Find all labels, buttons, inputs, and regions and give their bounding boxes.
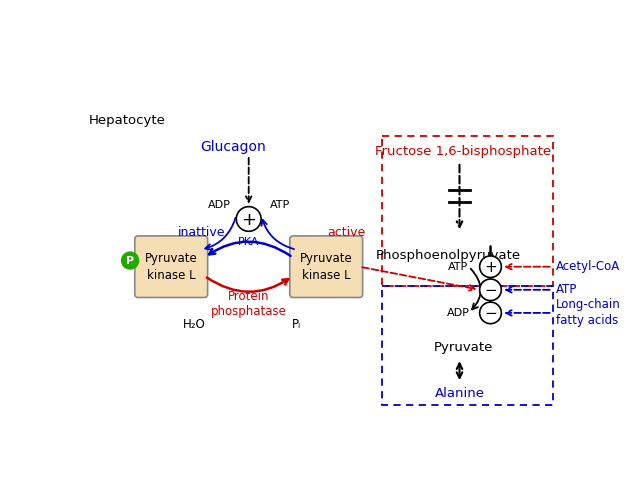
Text: Phosphoenolpyruvate: Phosphoenolpyruvate — [375, 248, 521, 262]
Text: Alanine: Alanine — [434, 387, 484, 400]
Text: Protein
phosphatase: Protein phosphatase — [211, 290, 286, 318]
Text: Acetyl-CoA: Acetyl-CoA — [556, 260, 620, 273]
Text: Fructose 1,6-bisphosphate: Fructose 1,6-bisphosphate — [375, 145, 551, 158]
Text: ATP: ATP — [270, 200, 290, 210]
Text: ATP: ATP — [448, 262, 468, 271]
Text: H₂O: H₂O — [183, 318, 206, 331]
Circle shape — [480, 256, 501, 277]
Text: Pyruvate: Pyruvate — [434, 341, 493, 354]
Text: −: − — [484, 283, 497, 298]
FancyBboxPatch shape — [290, 236, 362, 297]
Bar — [382, 286, 553, 405]
Text: ADP: ADP — [208, 200, 231, 210]
Text: Hepatocyte: Hepatocyte — [89, 114, 166, 127]
Text: ADP: ADP — [447, 308, 470, 318]
Text: Pyruvate
kinase L: Pyruvate kinase L — [300, 252, 353, 282]
Text: Glucagon: Glucagon — [200, 140, 266, 154]
Text: Pyruvate
kinase L: Pyruvate kinase L — [145, 252, 198, 282]
Text: +: + — [241, 211, 256, 229]
Text: +: + — [484, 260, 497, 275]
Text: −: − — [484, 306, 497, 321]
FancyBboxPatch shape — [135, 236, 207, 297]
Text: inattive: inattive — [177, 226, 225, 239]
Circle shape — [480, 302, 501, 324]
Circle shape — [236, 207, 261, 231]
Text: active: active — [328, 226, 366, 239]
Text: P: P — [126, 256, 134, 266]
Circle shape — [122, 252, 138, 269]
Text: PKA: PKA — [238, 238, 260, 247]
Circle shape — [480, 279, 501, 300]
Bar — [382, 136, 553, 286]
Text: Long-chain
fatty acids: Long-chain fatty acids — [556, 298, 620, 327]
Text: ATP: ATP — [556, 283, 577, 296]
Text: Pᵢ: Pᵢ — [292, 318, 301, 331]
